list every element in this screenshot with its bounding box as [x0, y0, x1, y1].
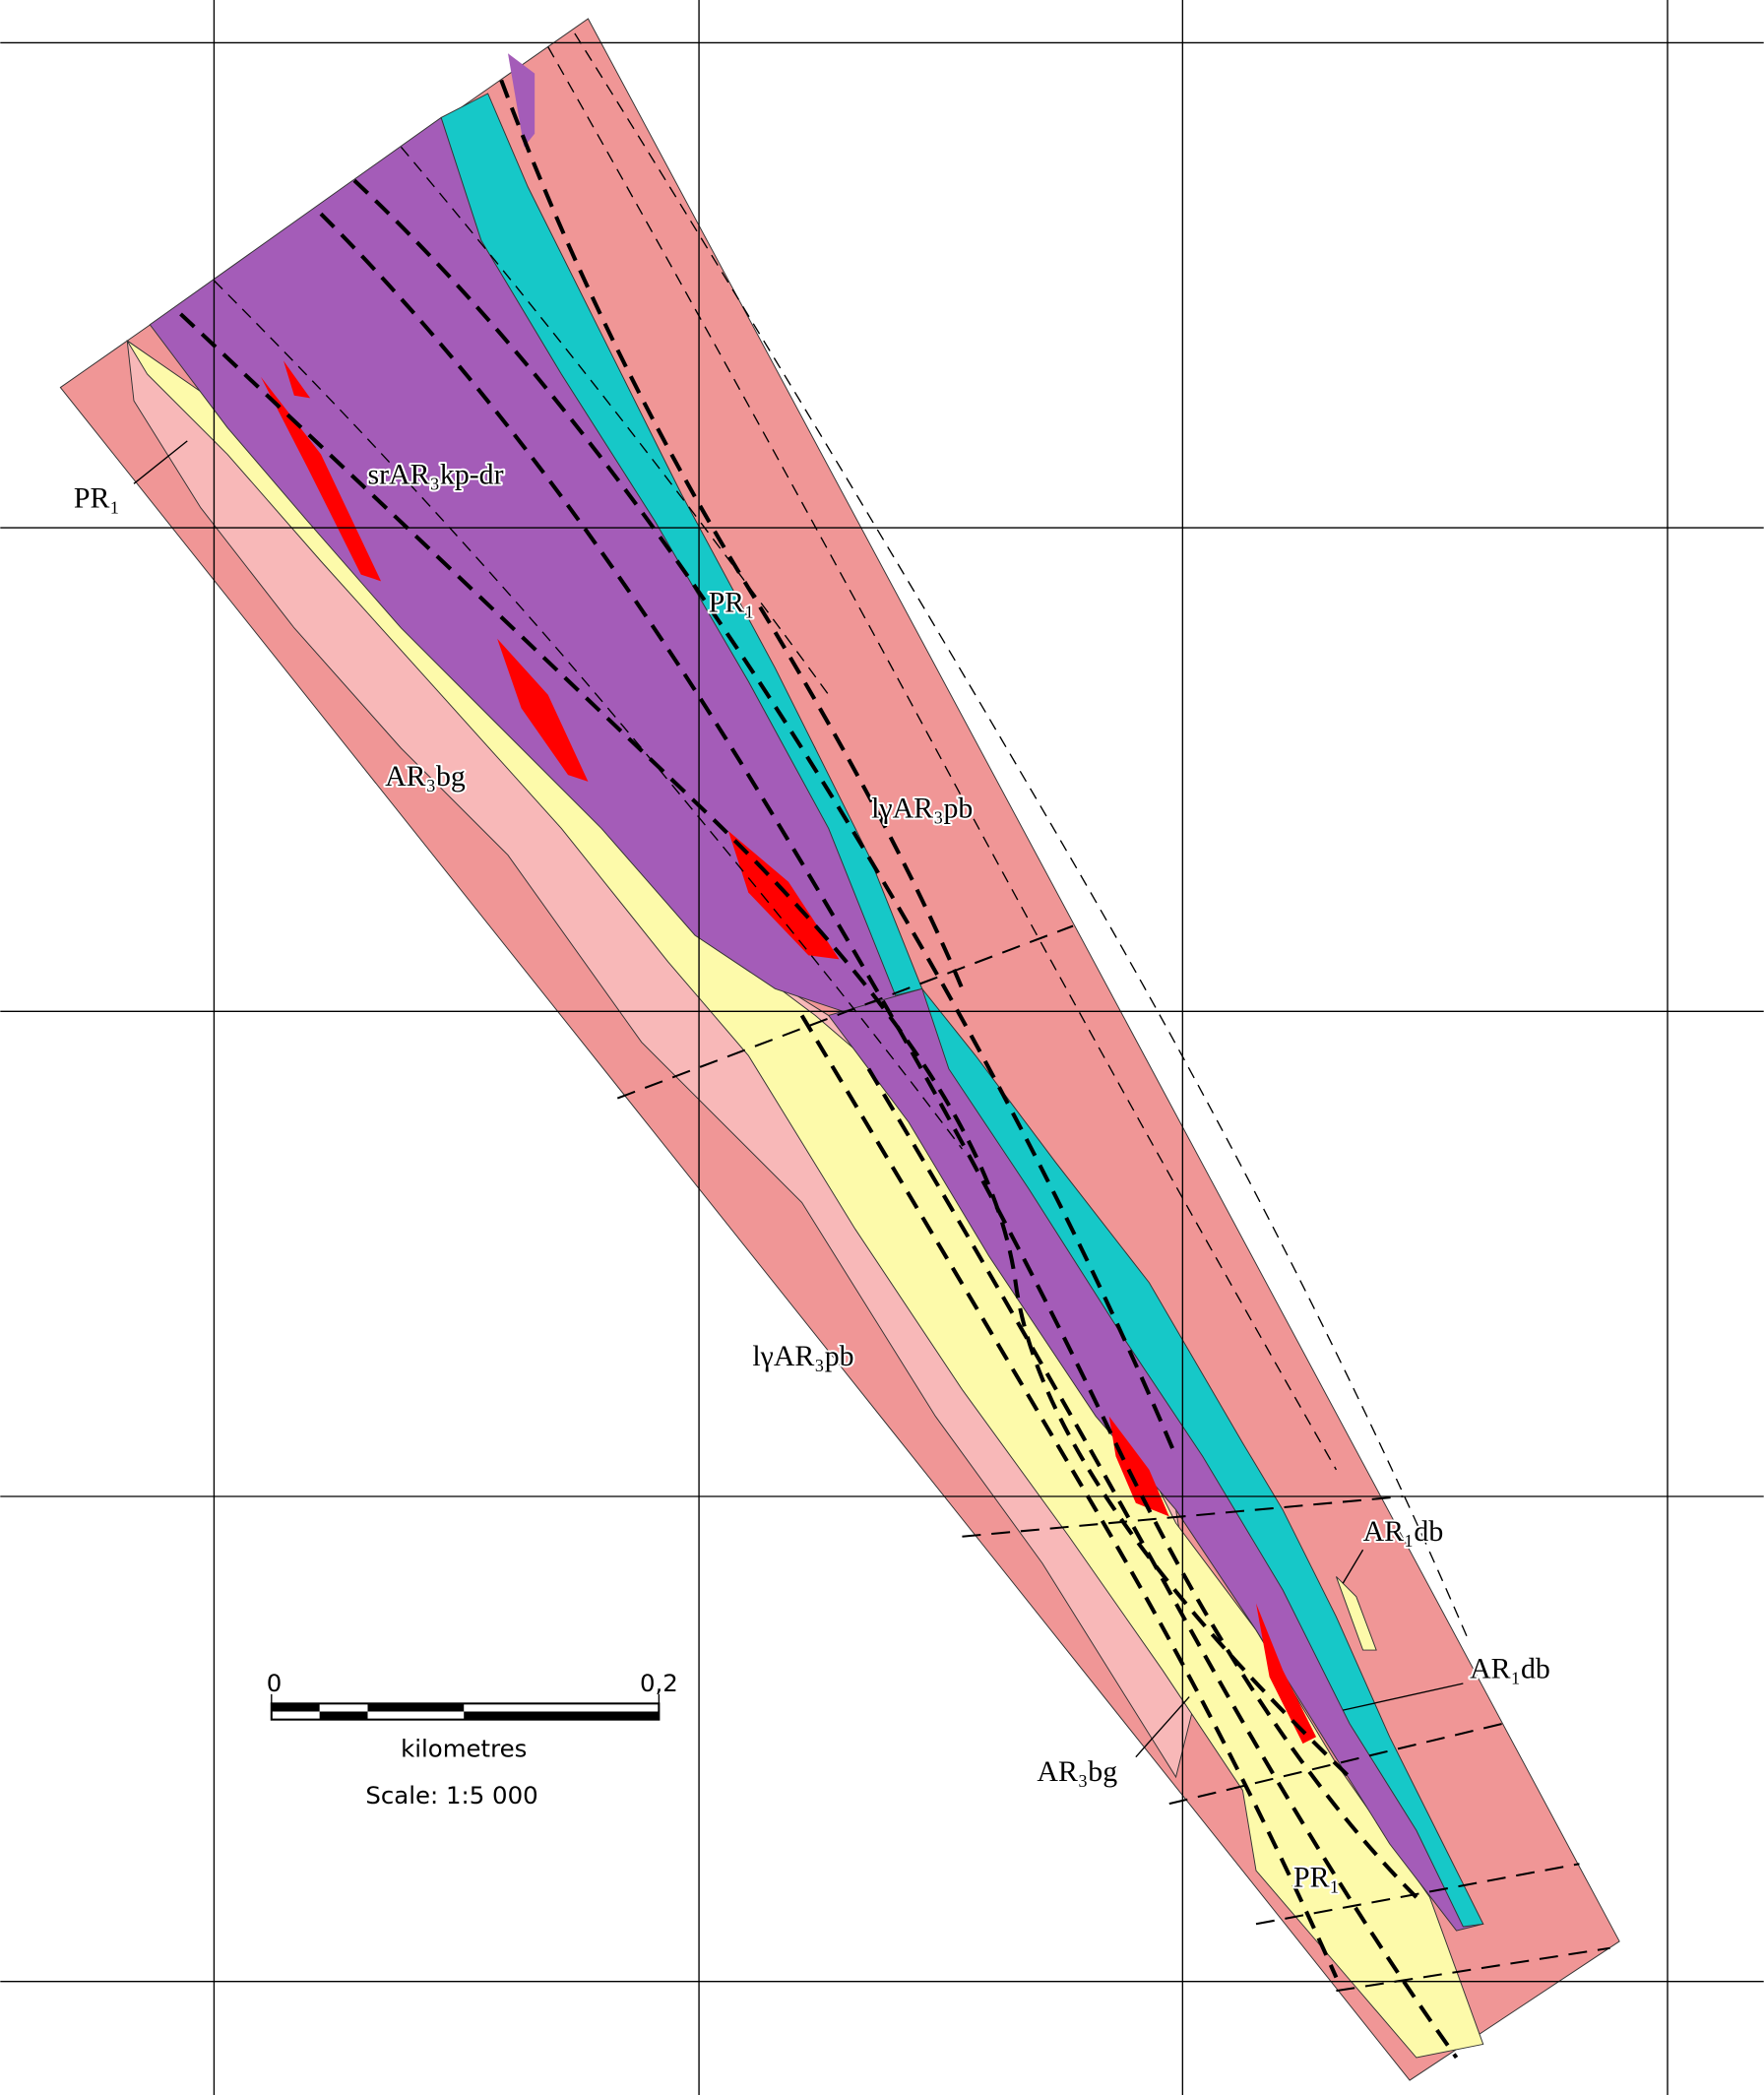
unit-label: PR₁	[1293, 1861, 1340, 1893]
fault-line	[574, 32, 1471, 1644]
geology	[59, 18, 1620, 2081]
unit-label: srAR₃kp-dr	[368, 458, 504, 490]
fault-line	[179, 312, 1352, 1779]
red-lens	[1256, 1603, 1317, 1745]
unit-label: lγAR₃pb	[871, 793, 973, 825]
red-lens	[260, 376, 382, 582]
fault-line	[319, 212, 1418, 1899]
scale-bar-segment	[464, 1711, 660, 1720]
fault-line	[616, 924, 1074, 1100]
unit-label: AR₁db	[1470, 1653, 1550, 1685]
fault-line	[799, 1014, 1339, 1979]
pr1-unit	[1335, 1576, 1377, 1651]
scale-ratio: Scale: 1:5 000	[365, 1781, 537, 1809]
fault-line	[352, 178, 1178, 1458]
faults	[179, 32, 1610, 2060]
fault-line	[213, 280, 963, 1150]
scale-bar-segment	[271, 1703, 320, 1712]
fault-line	[866, 1067, 1459, 2060]
unit-label: PR₁	[709, 587, 755, 619]
unit-label: PR₁	[74, 482, 120, 515]
red-lens	[1108, 1416, 1169, 1517]
scale-unit: kilometres	[401, 1735, 527, 1763]
fault-line	[1255, 1863, 1580, 1926]
unit-label: lγAR₃pb	[752, 1340, 853, 1372]
leader-line	[1343, 1682, 1464, 1711]
unit-label: AR₃bg	[1037, 1755, 1117, 1788]
red-lens	[284, 360, 311, 399]
scale-bar-segment	[319, 1711, 368, 1720]
scale-bar: 0 0,2 kilometres Scale: 1:5 000	[267, 1669, 678, 1809]
leaders	[133, 440, 1464, 1758]
unit-label: AR₃bg	[385, 760, 466, 793]
fault-line	[499, 79, 965, 990]
red-lens	[497, 638, 589, 782]
kp-dr-unit	[508, 53, 536, 148]
leader-line	[133, 440, 188, 484]
fault-line	[400, 146, 830, 696]
scale-end: 0,2	[640, 1669, 678, 1697]
unit-label: AR₁db	[1363, 1515, 1444, 1548]
leader-line	[1135, 1696, 1190, 1758]
scale-bar-segment	[367, 1703, 465, 1712]
labels: PR₁ srAR₃kp-dr PR₁ lγAR₃pb AR₃bg lγAR₃pb…	[72, 456, 1552, 1895]
fault-line	[547, 46, 1338, 1471]
leader-line	[1342, 1549, 1364, 1584]
scale-start: 0	[267, 1669, 283, 1697]
fault-line	[1336, 1946, 1610, 1993]
